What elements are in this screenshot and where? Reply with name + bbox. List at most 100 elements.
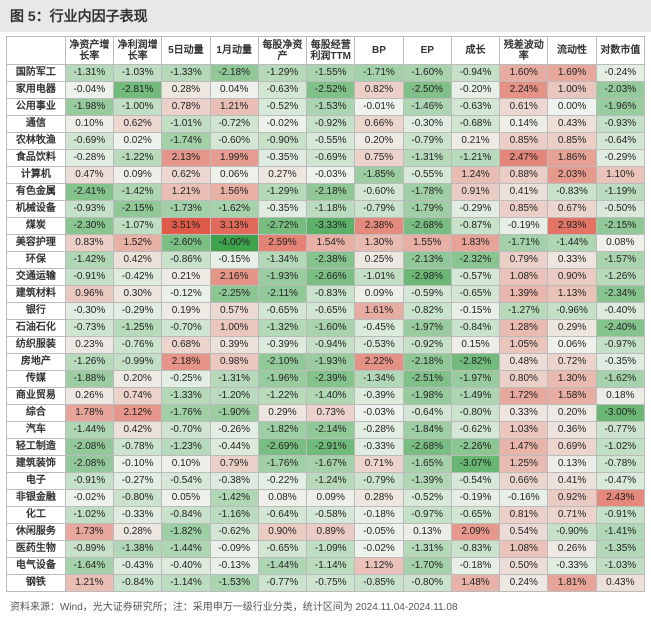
- heat-cell: -2.25%: [210, 286, 258, 303]
- table-row: 农林牧渔-0.69%0.02%-1.74%-0.60%-0.90%-0.55%0…: [7, 133, 645, 150]
- heat-cell: -0.64%: [403, 405, 451, 422]
- heat-cell: 1.25%: [500, 456, 548, 473]
- heat-cell: 0.91%: [451, 184, 499, 201]
- heat-cell: -0.05%: [355, 524, 403, 541]
- heat-cell: 0.19%: [162, 303, 210, 320]
- heat-cell: 1.54%: [307, 235, 355, 252]
- heat-cell: -0.70%: [162, 422, 210, 439]
- heat-cell: 1.08%: [500, 541, 548, 558]
- heat-cell: -1.42%: [114, 184, 162, 201]
- heat-cell: 0.67%: [548, 201, 596, 218]
- heat-cell: 0.00%: [548, 99, 596, 116]
- heat-cell: -1.03%: [596, 558, 644, 575]
- heat-cell: -1.44%: [65, 422, 113, 439]
- table-row: 有色金属-2.41%-1.42%1.21%1.56%-1.29%-2.18%-0…: [7, 184, 645, 201]
- heat-cell: -1.64%: [65, 558, 113, 575]
- heat-cell: 0.29%: [548, 320, 596, 337]
- heat-cell: 2.59%: [258, 235, 306, 252]
- heat-cell: 0.69%: [548, 439, 596, 456]
- heat-cell: 0.68%: [162, 337, 210, 354]
- col-header: 对数市值: [596, 37, 644, 65]
- heat-cell: -0.90%: [258, 133, 306, 150]
- heat-cell: -1.22%: [258, 388, 306, 405]
- heat-cell: -0.16%: [500, 490, 548, 507]
- heat-cell: -0.09%: [210, 541, 258, 558]
- heat-cell: 0.06%: [548, 337, 596, 354]
- row-label: 综合: [7, 405, 66, 422]
- heat-cell: -0.18%: [355, 507, 403, 524]
- heat-cell: 0.54%: [500, 524, 548, 541]
- row-label: 化工: [7, 507, 66, 524]
- heat-cell: 3.13%: [210, 218, 258, 235]
- heat-cell: 0.85%: [500, 201, 548, 218]
- heat-cell: 2.47%: [500, 150, 548, 167]
- heat-cell: 0.85%: [500, 133, 548, 150]
- heat-cell: 0.66%: [500, 473, 548, 490]
- heat-cell: 1.30%: [355, 235, 403, 252]
- heat-cell: -0.97%: [403, 507, 451, 524]
- heat-cell: -0.25%: [162, 371, 210, 388]
- heat-cell: 0.10%: [162, 456, 210, 473]
- heat-cell: -0.58%: [307, 507, 355, 524]
- heat-cell: -0.83%: [451, 541, 499, 558]
- heat-cell: 0.15%: [451, 337, 499, 354]
- row-label: 钢铁: [7, 575, 66, 592]
- heat-cell: -2.69%: [258, 439, 306, 456]
- heat-cell: 0.41%: [548, 473, 596, 490]
- heat-cell: -0.87%: [451, 218, 499, 235]
- row-label: 电子: [7, 473, 66, 490]
- heat-cell: 0.79%: [500, 252, 548, 269]
- heat-cell: 1.13%: [548, 286, 596, 303]
- heat-cell: 0.08%: [596, 235, 644, 252]
- row-label: 电气设备: [7, 558, 66, 575]
- heat-cell: -1.39%: [403, 473, 451, 490]
- heat-cell: -2.14%: [307, 422, 355, 439]
- heat-cell: -0.80%: [403, 575, 451, 592]
- heat-cell: 0.29%: [258, 405, 306, 422]
- corner-header: [7, 37, 66, 65]
- heat-cell: 0.47%: [65, 167, 113, 184]
- table-row: 建筑材料0.96%0.30%-0.12%-2.25%-2.11%-0.83%0.…: [7, 286, 645, 303]
- col-header: 1月动量: [210, 37, 258, 65]
- heat-cell: 0.62%: [162, 167, 210, 184]
- heat-cell: 0.88%: [500, 167, 548, 184]
- heat-cell: -0.75%: [307, 575, 355, 592]
- heat-cell: -2.68%: [403, 439, 451, 456]
- heat-cell: 1.78%: [65, 405, 113, 422]
- heat-cell: -1.34%: [258, 252, 306, 269]
- row-label: 房地产: [7, 354, 66, 371]
- heat-cell: 0.41%: [500, 184, 548, 201]
- heat-cell: -1.42%: [65, 252, 113, 269]
- heat-cell: -1.57%: [596, 252, 644, 269]
- heat-cell: -1.38%: [114, 541, 162, 558]
- heat-cell: -0.38%: [210, 473, 258, 490]
- table-row: 计算机0.47%0.09%0.62%0.06%0.27%-0.03%-1.85%…: [7, 167, 645, 184]
- heat-cell: -0.99%: [114, 354, 162, 371]
- heat-cell: -1.07%: [114, 218, 162, 235]
- col-header: 成长: [451, 37, 499, 65]
- row-label: 石油石化: [7, 320, 66, 337]
- row-label: 交通运输: [7, 269, 66, 286]
- row-label: 国防军工: [7, 65, 66, 82]
- heat-cell: -0.40%: [596, 303, 644, 320]
- heat-cell: -2.13%: [403, 252, 451, 269]
- table-row: 食品饮料-0.28%-1.22%2.13%1.99%-0.35%-0.69%0.…: [7, 150, 645, 167]
- heat-cell: -0.40%: [162, 558, 210, 575]
- heat-cell: -3.00%: [596, 405, 644, 422]
- heat-cell: 0.73%: [307, 405, 355, 422]
- heat-cell: -0.53%: [355, 337, 403, 354]
- heat-cell: 0.14%: [500, 116, 548, 133]
- heat-cell: -2.15%: [114, 201, 162, 218]
- table-row: 非银金融-0.02%-0.80%0.05%-1.42%0.08%0.09%0.2…: [7, 490, 645, 507]
- heat-cell: -0.59%: [403, 286, 451, 303]
- heat-cell: -0.33%: [355, 439, 403, 456]
- heat-cell: -2.08%: [65, 456, 113, 473]
- heat-cell: 2.38%: [355, 218, 403, 235]
- heat-cell: -0.92%: [307, 116, 355, 133]
- heat-cell: 0.21%: [162, 269, 210, 286]
- heat-cell: -0.54%: [451, 473, 499, 490]
- heat-cell: -0.62%: [210, 524, 258, 541]
- heat-cell: -1.49%: [451, 388, 499, 405]
- heat-cell: -2.41%: [65, 184, 113, 201]
- heat-cell: -1.23%: [162, 439, 210, 456]
